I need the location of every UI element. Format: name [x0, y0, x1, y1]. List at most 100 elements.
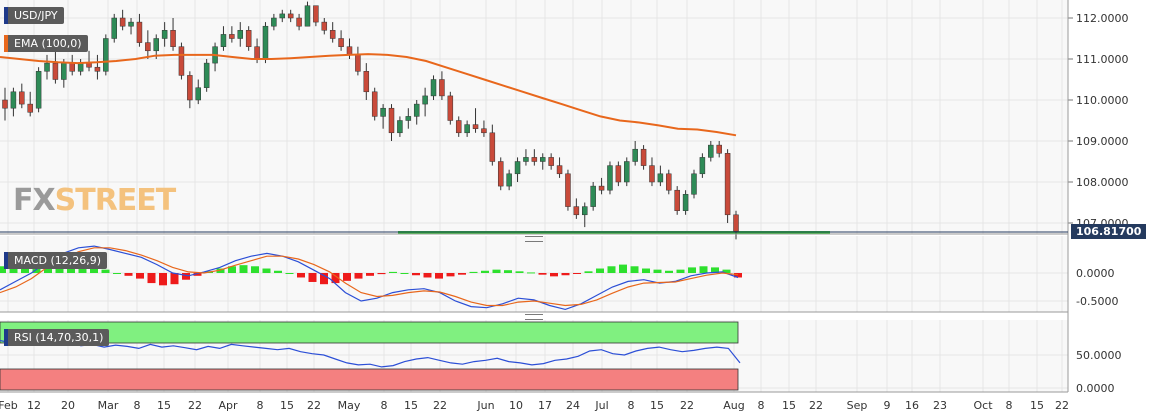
candle-body [237, 30, 244, 39]
candlestick-series [2, 1, 739, 240]
price-tick-label: 108.0000 [1076, 176, 1129, 189]
last-price-tag: 106.81700 [1071, 224, 1147, 239]
candle-body [523, 157, 529, 162]
candle-body [69, 62, 75, 72]
candle-body [708, 144, 714, 158]
macd-histogram-bar [182, 273, 190, 280]
candle-body [464, 124, 470, 134]
panel-splitter-top[interactable] [525, 236, 543, 242]
instrument-label: USD/JPY [14, 9, 58, 22]
x-tick-label: Jul [594, 399, 608, 412]
rsi-oversold-zone [0, 368, 739, 391]
x-tick-label: Apr [218, 399, 238, 412]
macd-histogram-bar [343, 273, 351, 281]
x-tick-label: Oct [973, 399, 993, 412]
ema-swatch [4, 35, 8, 52]
candle-body [548, 157, 554, 166]
macd-histogram-bar [412, 273, 420, 276]
x-tick-label: Mar [98, 399, 119, 412]
candle-body [203, 62, 210, 88]
macd-histogram-bar [469, 271, 478, 273]
macd-tick-label: 0.0000 [1076, 267, 1115, 280]
candle-body [355, 54, 361, 72]
macd-histogram-bar [607, 266, 616, 273]
x-tick-label: 15 [1030, 399, 1044, 412]
x-tick-label: 9 [884, 399, 891, 412]
candle-body [119, 17, 126, 27]
x-tick-label: 20 [61, 399, 75, 412]
candle-body [296, 17, 302, 27]
instrument-swatch [4, 7, 8, 24]
candle-body [472, 124, 479, 129]
macd-histogram-bar [159, 273, 167, 286]
macd-histogram-bar [596, 268, 604, 273]
candle-body [724, 153, 731, 216]
x-tick-label: 8 [628, 399, 635, 412]
candle-body [220, 34, 227, 47]
macd-histogram-bar [90, 266, 98, 273]
panel-splitter-bottom[interactable] [525, 314, 543, 320]
support-level-line [398, 231, 830, 235]
candle-body [254, 46, 260, 60]
candle-body [413, 103, 420, 117]
macd-histogram-bar [711, 267, 719, 273]
x-tick-label: 15 [157, 399, 171, 412]
rsi-tick-label: 50.0000 [1076, 349, 1122, 362]
support-line [398, 231, 830, 235]
rsi-overbought-zone [0, 321, 739, 344]
macd-histogram-bar [0, 266, 6, 273]
macd-line [0, 245, 739, 311]
candle-body [716, 144, 722, 154]
candle-body [607, 165, 613, 191]
candle-body [439, 79, 445, 97]
candle-body [61, 62, 67, 80]
candle-body [733, 214, 739, 232]
macd-histogram-bar [435, 273, 443, 279]
x-tick-label: Aug [723, 399, 744, 412]
macd-histogram-bar [101, 269, 110, 273]
candle-body [388, 107, 395, 134]
candle-body [103, 38, 109, 72]
candle-body [371, 91, 378, 117]
macd-histogram-bar [446, 273, 455, 277]
candle-body [430, 79, 437, 97]
ema-series [0, 53, 737, 137]
candle-body [363, 71, 370, 93]
candle-body [304, 5, 311, 27]
x-tick-label: 22 [433, 399, 447, 412]
candle-body [590, 185, 596, 207]
candle-body [657, 173, 664, 183]
candle-body [94, 66, 101, 72]
candle-body [229, 34, 235, 39]
axes [0, 0, 1073, 393]
macd-tick-label: -0.5000 [1076, 295, 1118, 308]
candle-body [666, 173, 672, 191]
macd-histogram-bar [251, 266, 259, 273]
x-tick-label: 23 [933, 399, 947, 412]
macd-histogram-bar [423, 273, 432, 278]
macd-histogram-bar [665, 270, 673, 273]
candle-body [187, 75, 193, 101]
x-tick-label: 15 [404, 399, 418, 412]
macd-histogram-bar [515, 271, 524, 273]
candle-body [539, 157, 546, 162]
x-tick-label: 15 [782, 399, 796, 412]
candle-body [531, 157, 538, 162]
candle-body [111, 17, 117, 39]
macd-histogram-bar [492, 269, 501, 273]
candle-body [573, 206, 580, 216]
candle-body [422, 95, 428, 105]
candle-body [699, 157, 706, 175]
macd-histogram-bar [504, 270, 512, 273]
rsi-legend: RSI (14,70,30,1) [4, 329, 110, 346]
candle-body [338, 38, 344, 47]
candle-body [170, 30, 176, 47]
macd-histogram-bar [366, 273, 374, 276]
macd-histogram-bar [320, 273, 328, 285]
x-tick-label: May [338, 399, 361, 412]
rsi-series [0, 338, 741, 368]
candle-body [77, 62, 84, 72]
last-price-value: 106.81700 [1076, 225, 1142, 238]
candle-body [632, 148, 638, 162]
x-tick-label: Jun [476, 399, 494, 412]
